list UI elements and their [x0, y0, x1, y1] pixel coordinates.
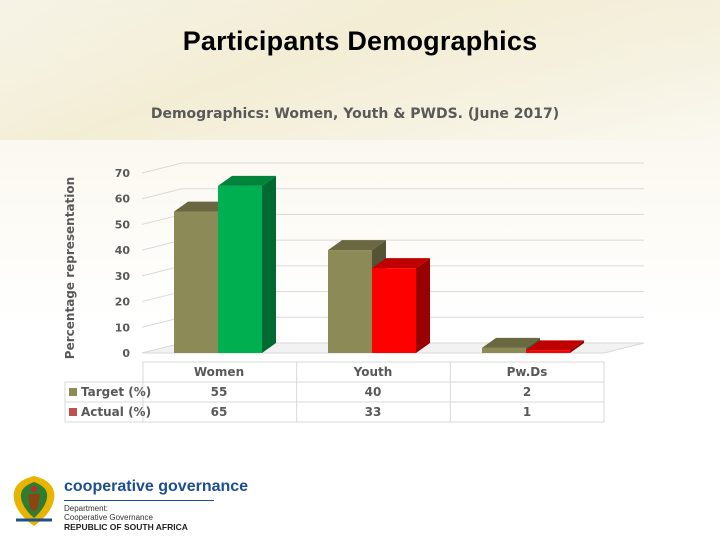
bar-side — [416, 258, 430, 353]
x-tick-label: Youth — [353, 365, 393, 379]
logo-department-label: Department: — [64, 504, 109, 513]
y-tick-label: 40 — [115, 244, 131, 257]
bar-top — [218, 175, 276, 186]
data-label: 55 — [211, 385, 228, 399]
data-label: 2 — [523, 385, 531, 399]
legend-label: Actual (%) — [81, 405, 151, 419]
legend-key — [69, 408, 77, 416]
data-label: 1 — [523, 405, 531, 419]
bar-front — [328, 250, 372, 353]
bar-actual-women — [218, 175, 276, 353]
gridline — [141, 188, 644, 200]
bar-actual-youth — [372, 258, 430, 353]
coat-of-arms-icon — [13, 476, 55, 526]
gridline — [141, 162, 644, 174]
y-tick-label: 20 — [115, 296, 131, 309]
bar-actual-pwds — [526, 340, 584, 353]
bar-top — [372, 258, 430, 269]
x-tick-label: Women — [194, 365, 244, 379]
bar-top — [174, 201, 232, 212]
logo-brand-text: cooperative governance — [64, 478, 249, 495]
y-tick-label: 0 — [122, 347, 130, 360]
data-label: 40 — [365, 385, 382, 399]
y-tick-label: 60 — [115, 193, 131, 206]
title-band — [0, 0, 720, 140]
bar-front — [526, 350, 570, 353]
slide-title: Participants Demographics — [182, 26, 538, 56]
bar-top — [526, 340, 584, 351]
data-label: 33 — [365, 405, 382, 419]
bar-front — [482, 347, 526, 353]
logo-divider — [64, 500, 214, 501]
y-tick-label: 10 — [115, 321, 131, 334]
chart-title: Demographics: Women, Youth & PWDS. (June… — [150, 106, 560, 122]
bar-side — [262, 175, 276, 353]
bar-side — [570, 340, 584, 353]
bar-front — [372, 268, 416, 353]
bar-layer — [174, 175, 584, 353]
bar-front — [218, 185, 262, 353]
data-table: Women Youth Pw.Ds Target (%) 55 40 2 Actual (%)… — [64, 361, 605, 423]
y-tick-label: 30 — [115, 270, 131, 283]
y-tick-label: 50 — [115, 218, 131, 231]
table-frame — [142, 361, 605, 423]
bar-top — [328, 240, 386, 251]
y-tick-label: 70 — [115, 167, 131, 180]
bar-front — [174, 211, 218, 353]
y-axis-label: Percentage representation — [63, 177, 77, 359]
bar-top — [482, 337, 540, 348]
logo-country: REPUBLIC OF SOUTH AFRICA — [64, 522, 188, 532]
logo-department-name: Cooperative Governance — [64, 513, 153, 522]
data-label: 65 — [211, 405, 228, 419]
department-logo: cooperative governance Department: Coope… — [6, 468, 248, 534]
legend-key — [69, 388, 77, 396]
x-tick-label: Pw.Ds — [507, 365, 548, 379]
legend-label: Target (%) — [81, 385, 151, 399]
